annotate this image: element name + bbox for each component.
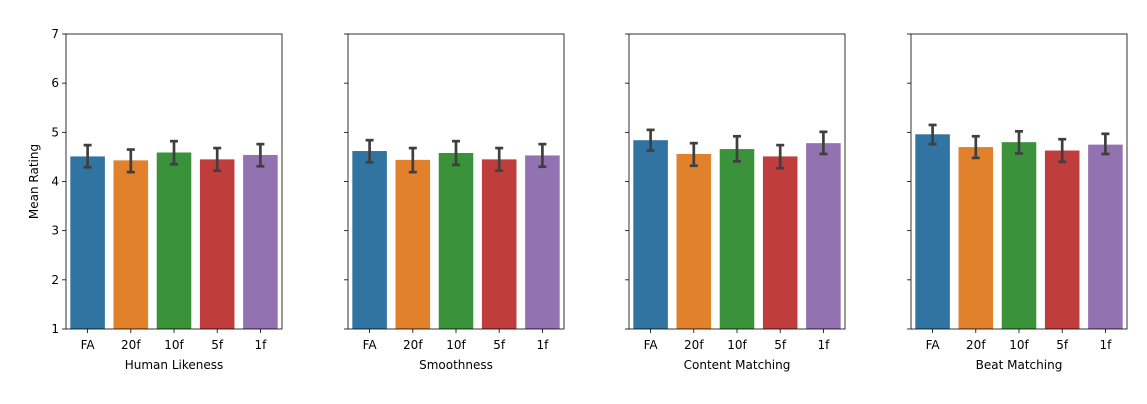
bar-2-20f [395, 159, 431, 329]
x-tick-label-4-10f: 10f [1009, 338, 1029, 352]
bar-1-20f [113, 160, 149, 329]
bar-1-10f [156, 152, 192, 329]
x-tick-label-3-20f: 20f [684, 338, 704, 352]
bar-4-FA [915, 134, 950, 329]
bar-2-5f [481, 159, 517, 329]
x-tick-label-2-20f: 20f [403, 338, 423, 352]
x-tick-label-4-1f: 1f [1099, 338, 1112, 352]
x-tick-label-2-1f: 1f [536, 338, 549, 352]
bar-1-5f [199, 159, 235, 329]
y-tick-label-6: 6 [51, 76, 59, 90]
y-axis-label: Mean Rating [27, 144, 41, 219]
x-tick-label-2-FA: FA [363, 338, 378, 352]
x-tick-label-4-20f: 20f [966, 338, 986, 352]
bar-4-5f [1044, 150, 1080, 329]
x-axis-label-1: Human Likeness [125, 358, 224, 372]
x-tick-label-3-1f: 1f [817, 338, 830, 352]
y-tick-label-7: 7 [51, 27, 59, 41]
x-tick-label-1-10f: 10f [164, 338, 184, 352]
x-tick-label-1-5f: 5f [211, 338, 224, 352]
y-tick-label-1: 1 [51, 322, 59, 336]
bar-4-20f [958, 147, 994, 329]
bar-3-10f [719, 149, 755, 329]
y-tick-label-5: 5 [51, 125, 59, 139]
bar-3-5f [762, 156, 798, 329]
x-tick-label-2-5f: 5f [493, 338, 506, 352]
x-tick-label-3-5f: 5f [774, 338, 787, 352]
x-axis-label-3: Content Matching [684, 358, 791, 372]
bar-4-10f [1001, 142, 1037, 329]
x-tick-label-4-FA: FA [926, 338, 941, 352]
bar-2-1f [525, 155, 560, 329]
bar-4-1f [1088, 144, 1123, 330]
bar-3-FA [633, 140, 668, 329]
bar-3-20f [676, 153, 712, 329]
bar-2-FA [352, 151, 387, 329]
y-tick-label-3: 3 [51, 224, 59, 238]
y-tick-label-4: 4 [51, 175, 59, 189]
x-tick-label-1-1f: 1f [254, 338, 267, 352]
x-tick-label-3-10f: 10f [727, 338, 747, 352]
x-tick-label-1-20f: 20f [121, 338, 141, 352]
x-axis-label-2: Smoothness [419, 358, 493, 372]
bar-1-FA [70, 156, 105, 329]
x-tick-label-1-FA: FA [81, 338, 96, 352]
bar-2-10f [438, 152, 474, 329]
x-axis-label-4: Beat Matching [976, 358, 1063, 372]
x-tick-label-2-10f: 10f [446, 338, 466, 352]
bar-1-1f [243, 154, 278, 329]
y-tick-label-2: 2 [51, 273, 59, 287]
x-tick-label-4-5f: 5f [1056, 338, 1069, 352]
bar-3-1f [806, 143, 841, 329]
x-tick-label-3-FA: FA [644, 338, 659, 352]
